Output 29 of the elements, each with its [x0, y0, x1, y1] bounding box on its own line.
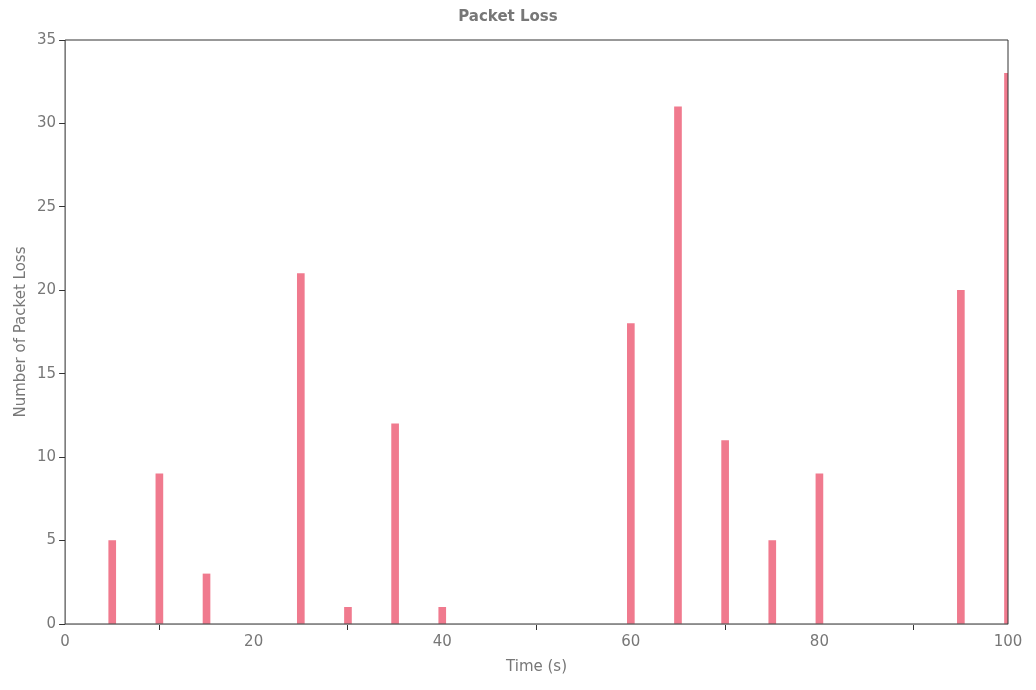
- bar: [108, 540, 117, 624]
- bar: [155, 473, 164, 624]
- bar: [768, 540, 777, 624]
- x-tick-label: 100: [993, 631, 1023, 650]
- y-axis-title: Number of Packet Loss: [10, 246, 29, 418]
- y-tick-label: 5: [46, 530, 57, 549]
- bar: [815, 473, 824, 624]
- bar: [721, 440, 729, 624]
- bar: [391, 423, 399, 624]
- x-tick-label: 20: [244, 631, 264, 650]
- x-tick-label: 0: [60, 631, 70, 650]
- y-tick-label: 25: [36, 196, 57, 215]
- y-tick-label: 20: [36, 280, 57, 299]
- x-tick-label: 40: [432, 631, 452, 650]
- bar: [296, 273, 305, 624]
- bar: [344, 606, 352, 624]
- bar: [674, 106, 682, 624]
- y-tick-label: 15: [36, 363, 57, 382]
- y-tick-label: 35: [36, 29, 57, 48]
- bar: [627, 323, 635, 624]
- y-tick-label: 10: [36, 447, 57, 466]
- x-axis-title: Time (s): [505, 656, 568, 675]
- x-tick-label: 80: [809, 631, 829, 650]
- y-tick-label: 0: [46, 613, 57, 632]
- y-tick-label: 30: [36, 113, 57, 132]
- x-tick-label: 60: [621, 631, 641, 650]
- chart-title: Packet Loss: [458, 6, 558, 25]
- bar: [438, 606, 447, 624]
- bar: [957, 289, 965, 624]
